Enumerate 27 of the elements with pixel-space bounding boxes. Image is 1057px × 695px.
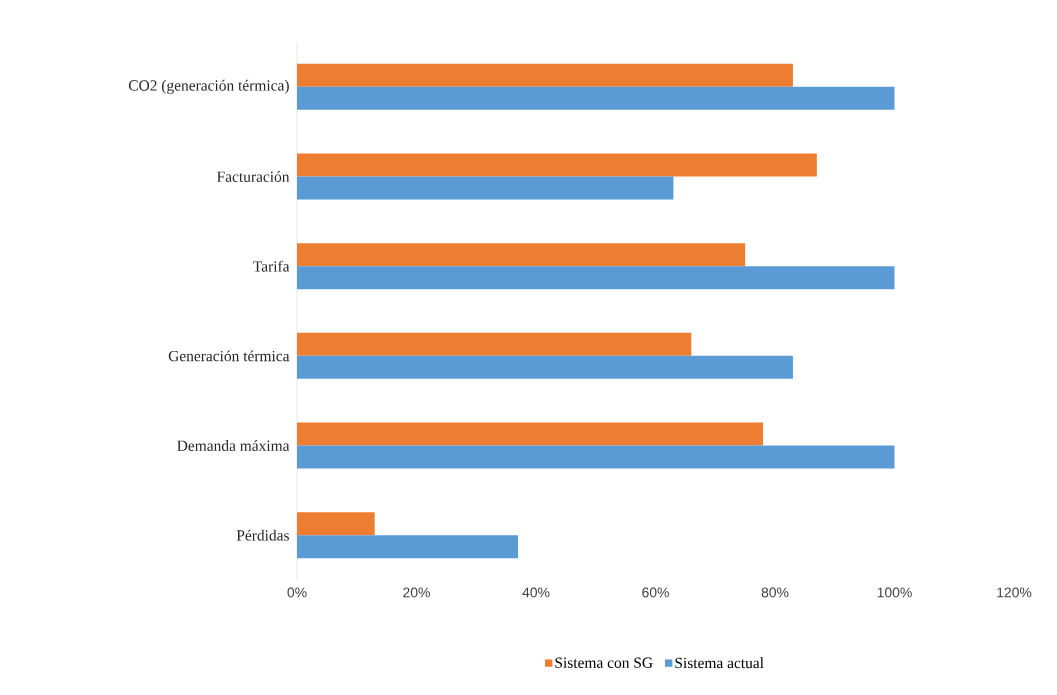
y-tick-label: Facturación [217,171,290,182]
x-tick-label: 60% [642,587,669,598]
bar [297,266,895,290]
x-tick-label: 100% [877,587,912,598]
bar [297,355,793,379]
y-tick-label: Tarifa [253,260,290,272]
bar [297,153,817,177]
legend-label: Sistema actual [675,657,764,669]
y-tick-label: CO2 (generación térmica) [128,79,289,94]
bar [297,86,895,110]
bar [297,512,375,536]
bar [297,243,746,267]
x-tick-label: 20% [403,587,430,598]
y-tick-label: Generación térmica [168,350,290,362]
y-tick-label: Demanda máxima [177,440,290,451]
bar [297,176,674,200]
legend-label: Sistema con SG [555,657,653,668]
bar [297,422,764,446]
x-tick-label: 120% [997,587,1032,598]
x-tick-label: 40% [522,587,550,598]
bar [297,445,895,469]
x-tick-label: 0% [287,587,307,598]
x-tick-label: 80% [761,587,789,598]
bar [297,332,692,356]
bar [297,63,793,87]
bar [297,535,519,559]
y-tick-label: Pérdidas [236,529,289,541]
